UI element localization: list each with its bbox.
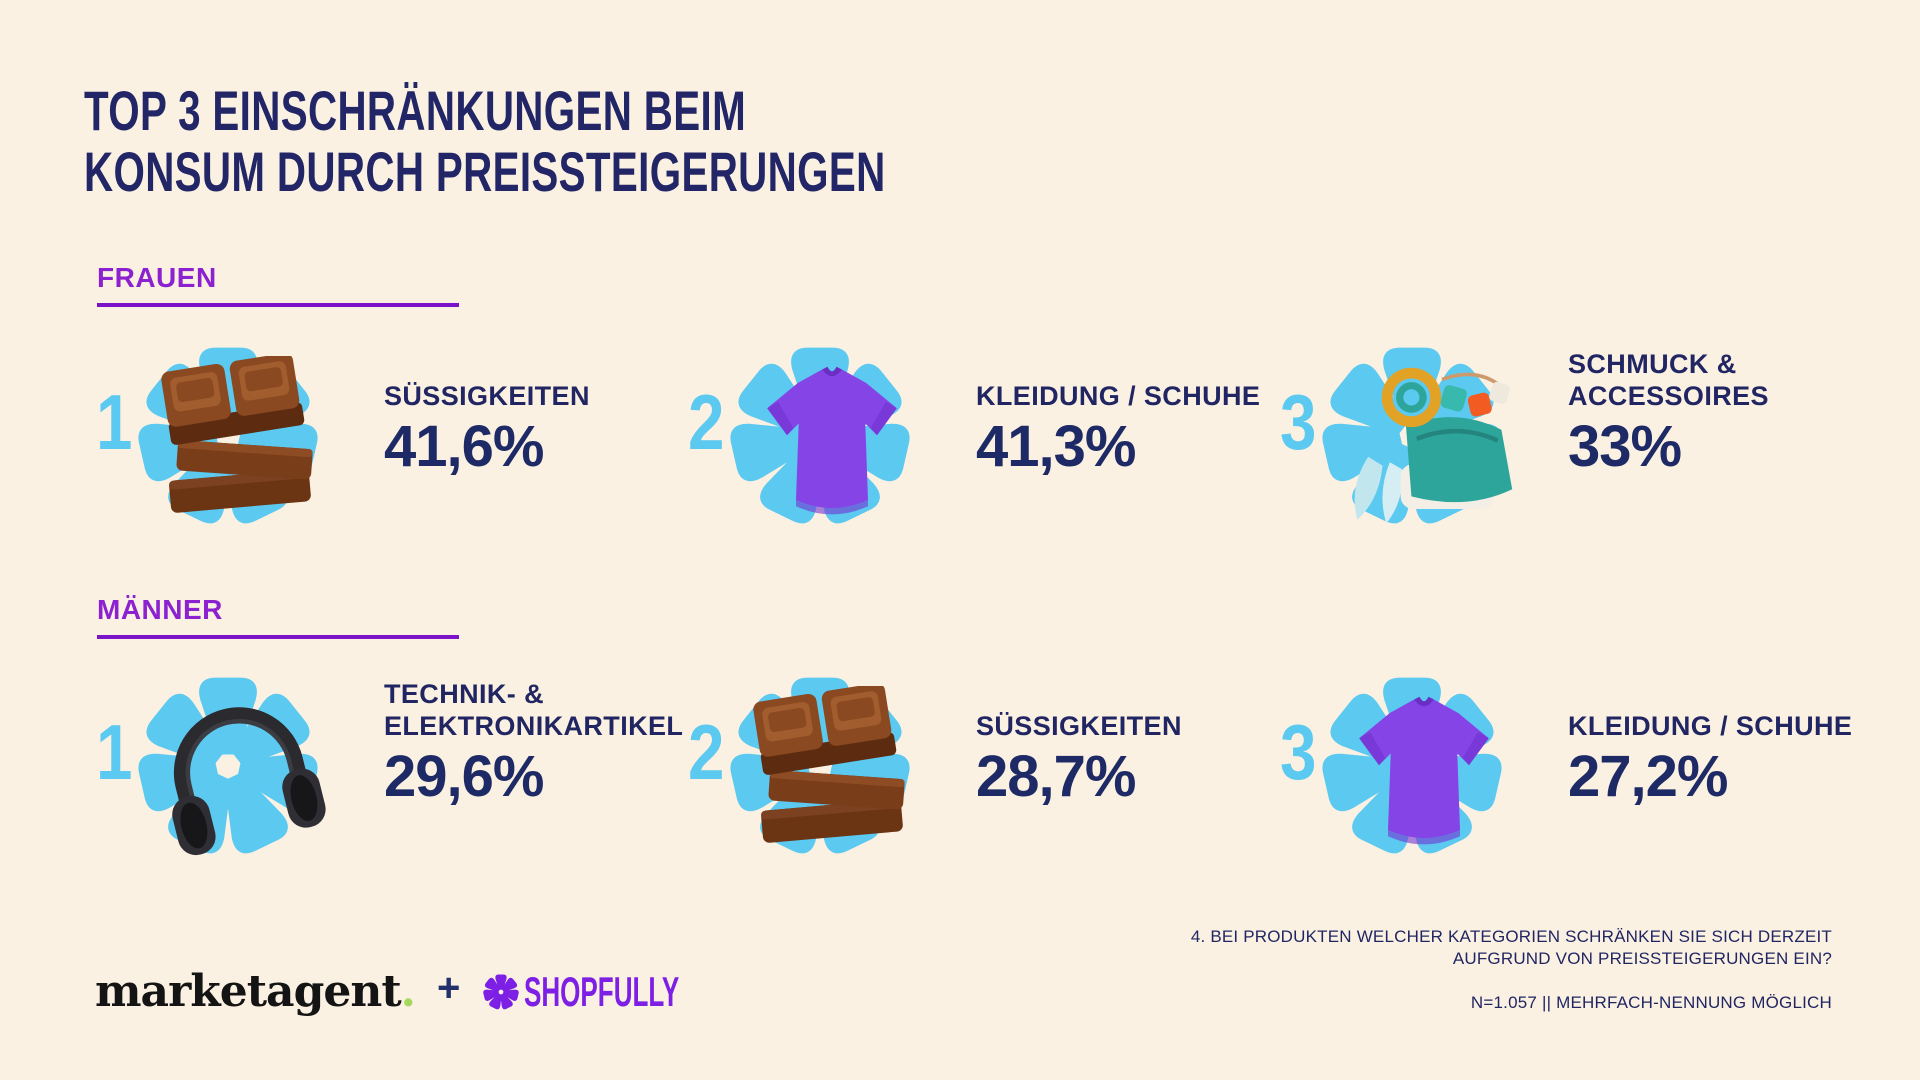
item-text: SÜSSIGKEITEN 41,6% xyxy=(384,380,590,478)
section-frauen-underline xyxy=(97,303,459,307)
category-label: KLEIDUNG / SCHUHE xyxy=(1568,711,1853,741)
rank-number: 3 xyxy=(1280,708,1317,796)
footnote-sample-note: N=1.057 || MEHRFACH-NENNUNG MÖGLICH xyxy=(1470,993,1832,1012)
frauen-item-3: 3 SCHMUCK & ACCESSOIRES 33% xyxy=(1268,328,1860,548)
maenner-item-3: 3 KLEIDUNG / SCHUHE 27,2% xyxy=(1268,658,1860,878)
marketagent-logo-text: marketagent xyxy=(95,965,402,1017)
shopfully-logo: SHOPFULLY xyxy=(482,967,774,1015)
rank-number: 2 xyxy=(688,378,725,466)
item-text: SCHMUCK & ACCESSOIRES 33% xyxy=(1568,348,1769,478)
section-maenner-label: MÄNNER xyxy=(97,594,223,625)
rank-number: 2 xyxy=(688,708,725,796)
category-label: KLEIDUNG / SCHUHE xyxy=(976,381,1261,411)
percentage-value: 29,6% xyxy=(384,744,544,809)
percentage-value: 28,7% xyxy=(976,744,1136,809)
page-title-line1: TOP 3 EINSCHRÄNKUNGEN BEIM xyxy=(84,79,747,142)
jewelry-accessories-image xyxy=(1334,356,1514,536)
headphones-image xyxy=(150,686,330,866)
item-text: SÜSSIGKEITEN 28,7% xyxy=(976,710,1182,808)
section-maenner-underline xyxy=(97,635,459,639)
footnote-question-line1: 4. BEI PRODUKTEN WELCHER KATEGORIEN SCHR… xyxy=(1190,927,1832,946)
maenner-item-2: 2 SÜSSIGKEITEN 28,7% xyxy=(676,658,1268,878)
category-label: SÜSSIGKEITEN xyxy=(976,711,1182,741)
chocolate-image xyxy=(150,356,330,536)
shopfully-logo-text: SHOPFULLY xyxy=(524,967,680,1015)
section-frauen-label: FRAUEN xyxy=(97,262,217,293)
marketagent-logo-dot: . xyxy=(400,965,416,1017)
frauen-item-2: 2 KLEIDUNG / SCHUHE 41,3% xyxy=(676,328,1268,548)
plus-separator: + xyxy=(436,966,461,1010)
category-label: SCHMUCK & ACCESSOIRES xyxy=(1568,349,1769,411)
footer-logos: marketagent. + SHOPFULLY xyxy=(95,966,775,1017)
frauen-item-1: 1 SÜSSIGKEITEN 41,6% xyxy=(84,328,676,548)
footnote-question-line2: AUFGRUND VON PREISSTEIGERUNGEN EIN? xyxy=(1452,949,1832,968)
rank-number: 1 xyxy=(96,378,133,466)
maenner-items-row: 1 TECHNIK- & ELEKTRONIKARTIKEL 29,6% 2 S… xyxy=(84,658,1864,878)
item-text: TECHNIK- & ELEKTRONIKARTIKEL 29,6% xyxy=(384,678,683,808)
shopfully-asterisk-icon xyxy=(482,973,520,1011)
footnote: 4. BEI PRODUKTEN WELCHER KATEGORIEN SCHR… xyxy=(1191,926,1832,1014)
percentage-value: 41,6% xyxy=(384,414,544,479)
page-title: TOP 3 EINSCHRÄNKUNGEN BEIM KONSUM DURCH … xyxy=(84,80,1197,202)
maenner-item-1: 1 TECHNIK- & ELEKTRONIKARTIKEL 29,6% xyxy=(84,658,683,878)
rank-number: 1 xyxy=(96,708,133,796)
percentage-value: 41,3% xyxy=(976,414,1136,479)
page-title-line2: KONSUM DURCH PREISSTEIGERUNGEN xyxy=(84,140,886,203)
marketagent-logo: marketagent. xyxy=(95,965,416,1017)
percentage-value: 27,2% xyxy=(1568,744,1728,809)
tshirt-image xyxy=(1334,686,1514,866)
frauen-items-row: 1 SÜSSIGKEITEN 41,6% 2 KLEIDUNG / SCHUHE… xyxy=(84,328,1864,548)
category-label: TECHNIK- & ELEKTRONIKARTIKEL xyxy=(384,679,684,741)
chocolate-image xyxy=(742,686,922,866)
rank-number: 3 xyxy=(1280,378,1317,466)
tshirt-image xyxy=(742,356,922,536)
percentage-value: 33% xyxy=(1568,414,1682,479)
item-text: KLEIDUNG / SCHUHE 27,2% xyxy=(1568,710,1852,808)
item-text: KLEIDUNG / SCHUHE 41,3% xyxy=(976,380,1260,478)
category-label: SÜSSIGKEITEN xyxy=(384,381,590,411)
